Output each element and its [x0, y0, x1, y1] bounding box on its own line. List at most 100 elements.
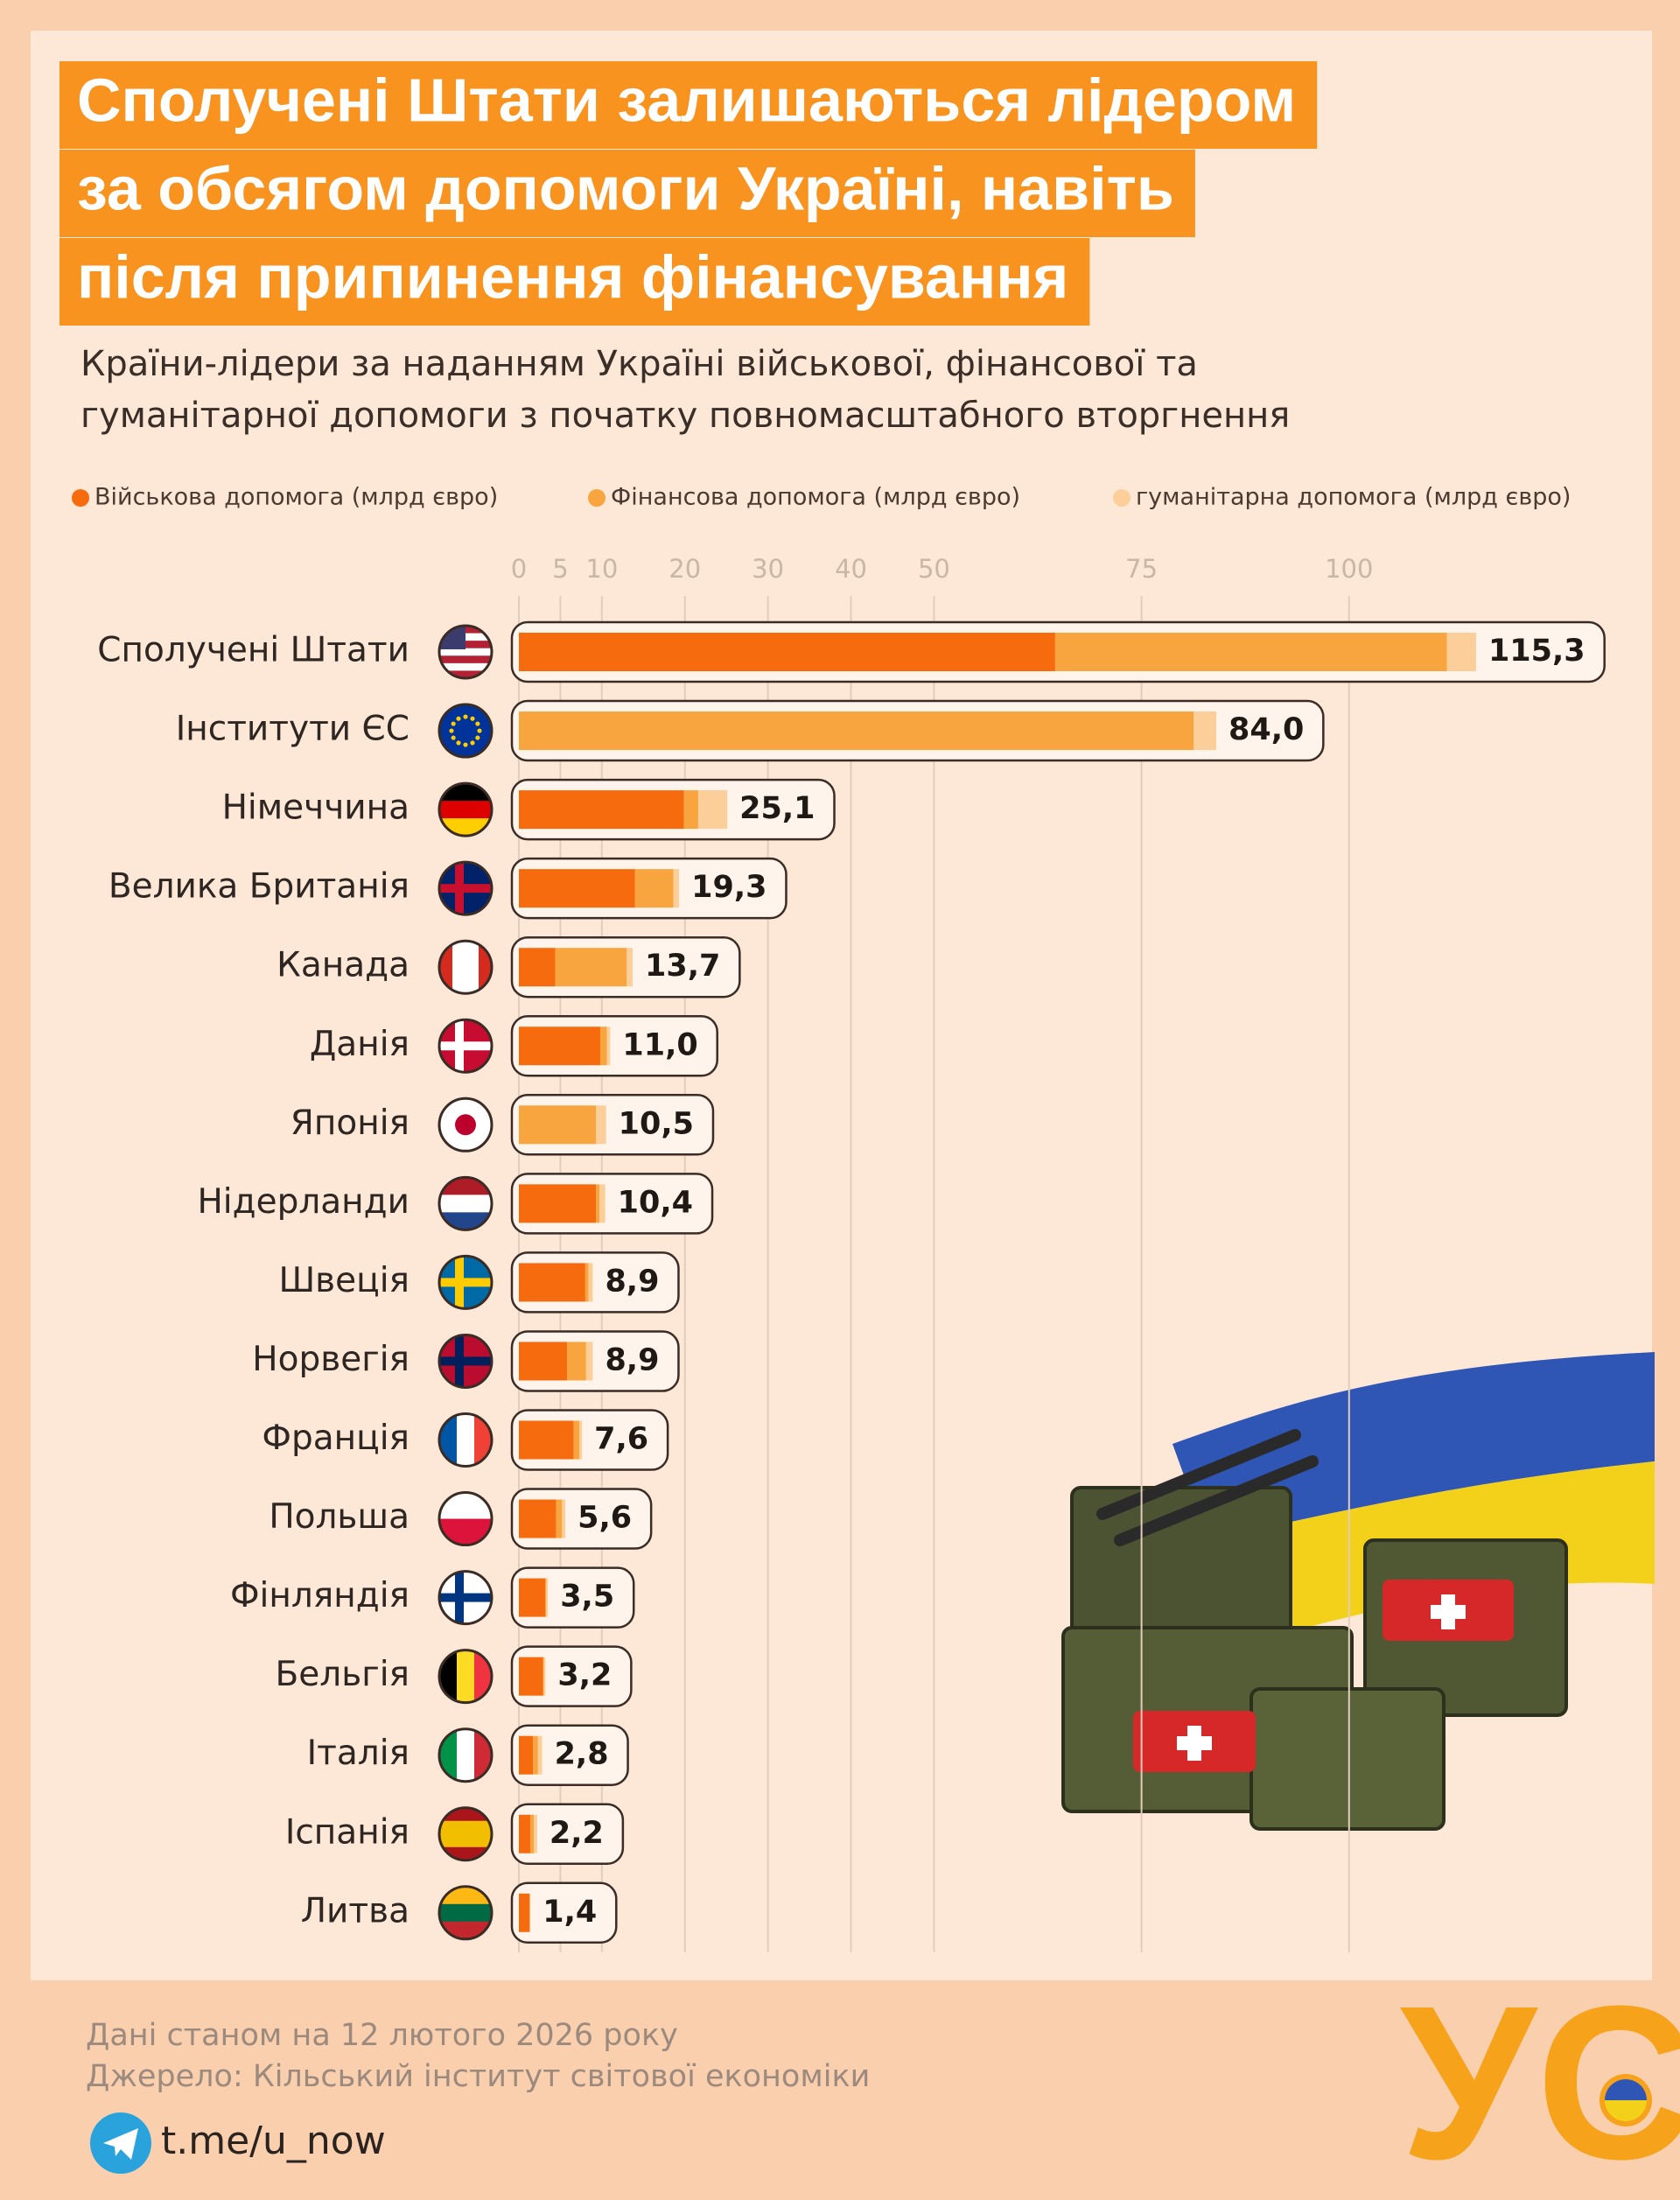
flag-ring — [438, 860, 494, 916]
bar-segment — [673, 869, 680, 908]
legend-label: Фінансова допомога (млрд євро) — [611, 484, 1020, 511]
bar-segment — [533, 1735, 538, 1775]
flag-ring — [438, 1806, 494, 1862]
flag-ring — [438, 1885, 494, 1941]
flag-stripe — [457, 1413, 475, 1467]
flag-ring — [438, 1018, 494, 1074]
flag-stripe — [466, 941, 480, 994]
bar-outline — [510, 1881, 618, 1944]
legend-swatch — [588, 489, 606, 507]
bar-outline — [510, 1803, 625, 1865]
bar-segment — [556, 1499, 563, 1538]
bar-segment — [555, 948, 627, 987]
flag — [439, 704, 492, 758]
y-tick-label: Іспанія — [285, 1812, 410, 1852]
bar-segment — [634, 869, 674, 908]
flag-stripe — [439, 1195, 492, 1213]
subtitle: Країни-лідери за наданням Україні військ… — [80, 344, 1198, 384]
flag-stripe — [457, 1650, 475, 1703]
total-label: 3,5 — [560, 1580, 614, 1615]
bar-segment — [1446, 633, 1476, 671]
flag — [439, 1256, 492, 1309]
bar-segment — [519, 1814, 531, 1853]
flag-ring — [438, 1491, 494, 1547]
title-line: за обсягом допомоги Україні, навіть — [77, 154, 1174, 222]
flag-cross — [439, 1356, 492, 1366]
flag-ring — [438, 1333, 494, 1389]
bar-segment — [519, 1735, 534, 1775]
bar-segment — [1194, 711, 1216, 751]
flag-star — [463, 742, 468, 747]
total-label: 8,9 — [605, 1342, 659, 1377]
flag-stripe — [439, 801, 492, 819]
y-tick-label: Данія — [310, 1025, 410, 1064]
bar-segment — [573, 1420, 580, 1460]
bar-segment — [519, 869, 635, 908]
bar-segment — [519, 1263, 585, 1302]
flag-star — [470, 716, 475, 721]
total-label: 11,0 — [622, 1027, 697, 1062]
total-label: 25,1 — [739, 791, 815, 826]
y-tick-label: Велика Британія — [108, 867, 410, 907]
x-tick-label: 10 — [585, 554, 618, 584]
flag-ring — [438, 1096, 494, 1153]
x-tick-label: 100 — [1325, 554, 1373, 584]
y-tick-label: Польша — [269, 1497, 410, 1537]
flag-ring — [438, 624, 494, 680]
y-tick-label: Німеччина — [222, 788, 410, 828]
total-label: 8,9 — [605, 1264, 659, 1299]
total-label: 84,0 — [1228, 712, 1304, 747]
flag — [439, 1098, 492, 1152]
bar-segment — [567, 1342, 586, 1381]
flag-star — [451, 735, 456, 740]
bar-segment — [519, 1893, 530, 1932]
title-highlight — [60, 150, 1195, 237]
flag — [439, 626, 492, 678]
flag-ring — [438, 1412, 494, 1468]
x-tick-label: 5 — [552, 554, 568, 584]
flag-stripe — [452, 941, 466, 994]
bar-segment — [542, 1657, 544, 1696]
bar-segment — [585, 1342, 593, 1381]
bar-segment — [519, 1342, 568, 1381]
bar-segment — [579, 1420, 583, 1460]
total-label: 5,6 — [578, 1501, 632, 1536]
flag-star — [456, 740, 461, 746]
flag-star — [463, 714, 468, 719]
flag-cross — [439, 1593, 492, 1602]
legend-label: гуманітарна допомога (млрд євро) — [1136, 484, 1571, 511]
bar-segment — [534, 1814, 537, 1853]
bar-segment — [697, 790, 728, 830]
bar-segment — [519, 948, 556, 987]
source: Джерело: Кільський інститут світової еко… — [86, 2059, 870, 2094]
x-tick-label: 0 — [511, 554, 527, 584]
channel-link[interactable]: t.me/u_now — [161, 2119, 386, 2163]
bar-segment — [545, 1578, 547, 1617]
flag — [439, 1335, 492, 1388]
total-label: 3,2 — [557, 1658, 612, 1693]
y-tick-label: Канада — [276, 946, 410, 985]
title: Сполучені Штати залишаються лідером за об… — [60, 61, 1318, 326]
rifles — [1096, 1429, 1319, 1546]
flag-stripe — [439, 670, 492, 678]
flag-dot — [455, 1114, 476, 1136]
y-tick-label: Сполучені Штати — [97, 631, 410, 670]
flag-cross — [439, 1041, 492, 1051]
y-tick-label: Бельгія — [276, 1655, 410, 1694]
total-label: 10,4 — [618, 1185, 693, 1220]
x-tick-label: 75 — [1125, 554, 1158, 584]
total-label: 7,6 — [594, 1422, 648, 1457]
medkit-cross — [1177, 1726, 1212, 1761]
total-label: 115,3 — [1488, 634, 1586, 669]
flag-cross — [439, 884, 492, 893]
flag-ring — [438, 703, 494, 759]
bar-segment — [596, 1184, 600, 1223]
flag-star — [451, 721, 456, 726]
flag-stripe — [457, 1728, 475, 1782]
bar-segment — [537, 1735, 542, 1775]
bar-segment — [562, 1499, 566, 1538]
flag-cross — [439, 1278, 492, 1287]
bar-segment — [519, 1499, 556, 1538]
medkit-cross — [1431, 1594, 1466, 1629]
